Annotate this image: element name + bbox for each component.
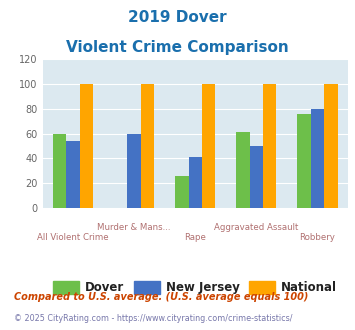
Text: 2019 Dover: 2019 Dover <box>128 10 227 25</box>
Text: Violent Crime Comparison: Violent Crime Comparison <box>66 40 289 54</box>
Bar <box>250 146 263 208</box>
Bar <box>202 84 215 208</box>
Bar <box>236 132 250 208</box>
Text: Compared to U.S. average. (U.S. average equals 100): Compared to U.S. average. (U.S. average … <box>14 292 308 302</box>
Text: Robbery: Robbery <box>299 233 335 242</box>
Bar <box>324 84 338 208</box>
Bar <box>175 176 189 208</box>
Bar <box>189 157 202 208</box>
Legend: Dover, New Jersey, National: Dover, New Jersey, National <box>49 276 342 299</box>
Bar <box>53 134 66 208</box>
Text: Murder & Mans...: Murder & Mans... <box>97 223 171 232</box>
Text: All Violent Crime: All Violent Crime <box>37 233 109 242</box>
Text: Rape: Rape <box>184 233 206 242</box>
Bar <box>263 84 277 208</box>
Text: Aggravated Assault: Aggravated Assault <box>214 223 299 232</box>
Bar <box>311 109 324 208</box>
Text: © 2025 CityRating.com - https://www.cityrating.com/crime-statistics/: © 2025 CityRating.com - https://www.city… <box>14 314 293 323</box>
Bar <box>66 141 80 208</box>
Bar <box>127 134 141 208</box>
Bar <box>141 84 154 208</box>
Bar <box>297 114 311 208</box>
Bar <box>80 84 93 208</box>
